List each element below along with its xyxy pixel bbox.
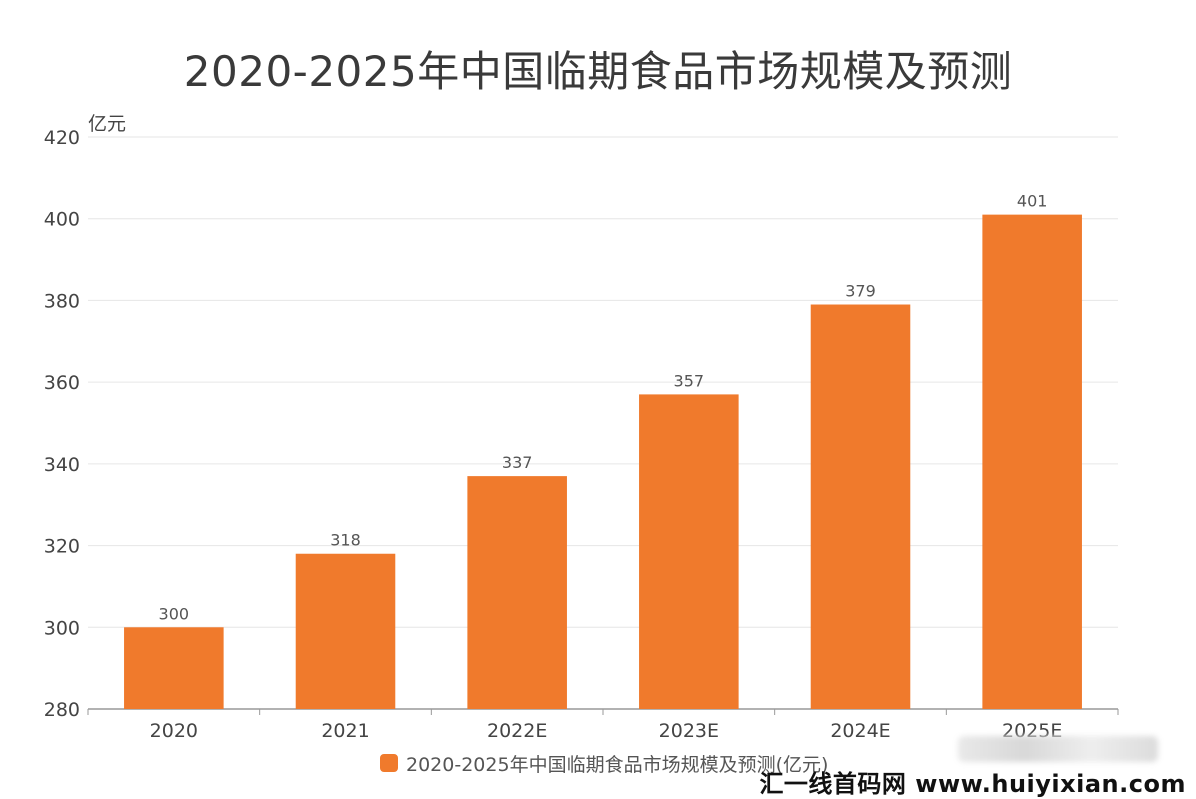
data-label: 300 [159, 604, 190, 623]
bar-2021[interactable] [295, 553, 396, 709]
x-tick-label: 2024E [830, 720, 890, 742]
x-tick-label: 2021 [321, 720, 369, 742]
data-label: 318 [330, 531, 361, 550]
bars [124, 214, 1082, 709]
bar-2020[interactable] [124, 627, 224, 709]
y-tick-label: 300 [44, 617, 80, 639]
blurred-watermark [958, 736, 1158, 762]
y-tick-label: 360 [44, 372, 80, 394]
y-tick-label: 280 [44, 699, 80, 721]
y-axis-unit-label: 亿元 [88, 113, 126, 135]
chart-title: 2020-2025年中国临期食品市场规模及预测 [183, 47, 1013, 96]
gridlines [88, 136, 1118, 628]
bar-2025E[interactable] [982, 214, 1082, 709]
bar-2024E[interactable] [810, 304, 911, 709]
data-label: 357 [674, 371, 705, 390]
axes: 280 300 320 340 360 380 400 420 2020 2021 2022E 202… [44, 127, 1119, 742]
x-tick-label: 2020 [150, 720, 198, 742]
bar-2023E[interactable] [639, 394, 739, 709]
data-label: 337 [502, 453, 533, 472]
legend[interactable]: 2020-2025年中国临期食品市场规模及预测(亿元) [380, 750, 828, 776]
legend-label: 2020-2025年中国临期食品市场规模及预测(亿元) [406, 753, 829, 776]
x-tick-label: 2023E [659, 720, 719, 742]
data-labels: 300 318 337 357 379 401 [159, 192, 1048, 624]
y-tick-label: 380 [44, 290, 80, 312]
x-tick-label: 2022E [487, 720, 547, 742]
y-tick-label: 420 [44, 127, 80, 149]
y-tick-label: 400 [44, 209, 80, 231]
bar-2022E[interactable] [467, 476, 567, 709]
data-label: 401 [1017, 192, 1048, 211]
y-tick-label: 320 [44, 536, 80, 558]
legend-swatch [380, 754, 398, 772]
site-watermark: 汇一线首码网 www.huiyixian.com [759, 770, 1186, 798]
y-tick-label: 340 [44, 454, 80, 476]
data-label: 379 [845, 282, 876, 301]
